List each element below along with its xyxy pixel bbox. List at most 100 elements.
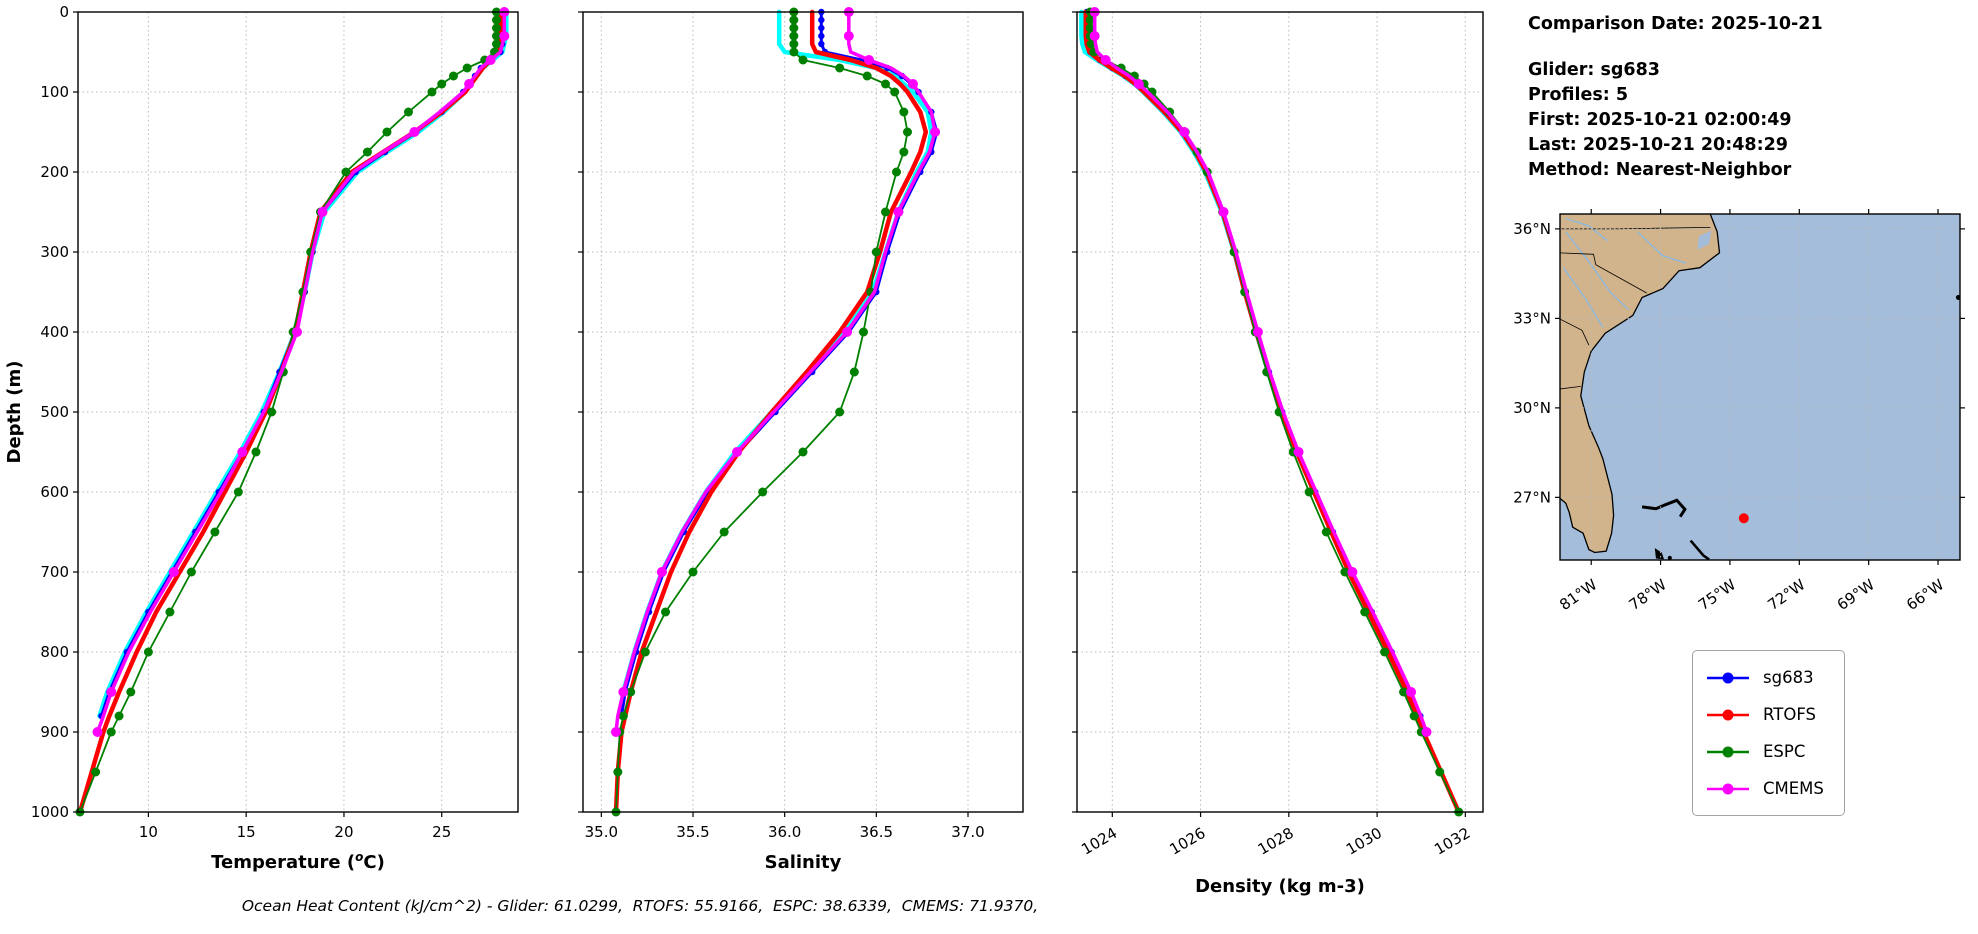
x-ticks: 10 15 20 25: [139, 812, 451, 841]
map-sound: [1697, 230, 1712, 250]
markers-ESPC-temperature: [75, 7, 501, 817]
first-profile-time: First: 2025-10-21 02:00:49: [1528, 110, 1792, 130]
y-ticks: 0 100 200 300 400 500 600 700 800 900 1000: [31, 3, 78, 821]
x-axis-label: Temperature (oC): [211, 850, 385, 873]
svg-text:10: 10: [139, 823, 158, 841]
svg-text:30°N: 30°N: [1513, 399, 1551, 417]
info-block: Comparison Date: 2025-10-21 Glider: sg68…: [1528, 12, 1823, 183]
svg-text:1032: 1032: [1431, 824, 1473, 859]
map-features: [1560, 214, 1960, 560]
series-CMEMS-salinity: [614, 10, 937, 734]
legend-item-RTOFS: RTOFS: [1705, 698, 1824, 731]
last-profile-time: Last: 2025-10-21 20:48:29: [1528, 135, 1788, 155]
series-RTOFS-salinity: [613, 9, 929, 815]
markers-CMEMS-salinity: [611, 7, 940, 737]
map-land: [1560, 214, 1721, 554]
svg-text:36°N: 36°N: [1513, 220, 1551, 238]
x-axis-label: Density (kg m-3): [1195, 876, 1365, 897]
map-frame: [1559, 213, 1961, 561]
series-sg683-temperature: [100, 10, 504, 718]
markers-sg683-temperature: [98, 8, 506, 720]
map-river: [1565, 231, 1629, 310]
legend-line-icon: [1707, 746, 1749, 757]
x-axis-label: Salinity: [765, 852, 842, 873]
legend-line-icon: [1707, 783, 1749, 794]
map-island-small: [1667, 555, 1672, 560]
glider-name: Glider: sg683: [1528, 60, 1660, 80]
profile-plots: 10 15 20 25 0 100 200 300 400 500 600 700 800 900 1000…: [4, 3, 1484, 897]
x-ticks: 35.0 35.5 36.0 36.5 37.0: [585, 812, 985, 841]
svg-text:36.0: 36.0: [768, 823, 801, 841]
y-ticks: [1072, 11, 1077, 813]
svg-text:100: 100: [40, 83, 69, 101]
svg-text:20: 20: [334, 823, 353, 841]
svg-text:1024: 1024: [1078, 824, 1120, 859]
map-river: [1565, 217, 1608, 242]
gridlines: [78, 11, 518, 813]
svg-text:66°W: 66°W: [1903, 575, 1947, 614]
glider-position-marker: [1738, 513, 1749, 524]
svg-text:400: 400: [40, 323, 69, 341]
svg-text:25: 25: [432, 823, 451, 841]
legend-line-icon: [1707, 709, 1749, 720]
method: Method: Nearest-Neighbor: [1528, 160, 1792, 180]
x-ticks: 1024 1026 1028 1030 1032: [1078, 812, 1473, 859]
y-axis-label: Depth (m): [4, 361, 25, 464]
legend-label: CMEMS: [1763, 779, 1824, 798]
panel-temperature: 10 15 20 25 0 100 200 300 400 500 600 700 800 900 1000…: [31, 3, 519, 873]
svg-text:500: 500: [40, 403, 69, 421]
svg-text:800: 800: [40, 643, 69, 661]
ohc-footer: Ocean Heat Content (kJ/cm^2) - Glider: 6…: [241, 897, 1039, 915]
map-island-andros: [1654, 548, 1665, 560]
svg-text:600: 600: [40, 483, 69, 501]
legend-label: RTOFS: [1763, 705, 1817, 724]
profiles-count: Profiles: 5: [1528, 85, 1629, 105]
svg-text:300: 300: [40, 243, 69, 261]
legend: sg683 RTOFS ESPC CMEMS: [1692, 650, 1845, 816]
gridlines: [583, 11, 1023, 813]
legend-item-sg683: sg683: [1705, 661, 1824, 694]
markers-CMEMS-density: [1089, 7, 1432, 737]
svg-text:0: 0: [59, 3, 69, 21]
svg-text:700: 700: [40, 563, 69, 581]
series-CMEMS-density: [1092, 10, 1429, 734]
svg-text:35.5: 35.5: [676, 823, 709, 841]
map-island-eleuthera: [1689, 539, 1710, 560]
svg-text:1028: 1028: [1255, 824, 1297, 859]
legend-line-icon: [1707, 672, 1749, 683]
location-map: 81°W 78°W 75°W 72°W 69°W 66°W 36°N 33°N 30°N 27°N: [1513, 209, 1965, 614]
map-state-border: [1560, 318, 1590, 346]
map-state-border: [1560, 252, 1647, 294]
legend-label: sg683: [1763, 668, 1814, 687]
markers-CMEMS-temperature: [92, 7, 510, 737]
map-river: [1637, 231, 1687, 264]
svg-text:36.5: 36.5: [860, 823, 893, 841]
svg-text:15: 15: [237, 823, 256, 841]
svg-text:78°W: 78°W: [1626, 575, 1670, 614]
comparison-date: Comparison Date: 2025-10-21: [1528, 14, 1823, 34]
svg-text:81°W: 81°W: [1556, 575, 1600, 614]
svg-text:37.0: 37.0: [951, 823, 984, 841]
map-graticule: [1560, 214, 1960, 560]
svg-text:35.0: 35.0: [585, 823, 618, 841]
gridlines: [1077, 11, 1483, 813]
series-glider-raw-temperature: [97, 9, 509, 719]
svg-text:900: 900: [40, 723, 69, 741]
svg-text:1000: 1000: [31, 803, 69, 821]
y-ticks: [578, 11, 583, 813]
svg-text:33°N: 33°N: [1513, 309, 1551, 327]
map-island-bermuda: [1955, 295, 1960, 301]
svg-text:69°W: 69°W: [1834, 575, 1878, 614]
svg-text:75°W: 75°W: [1695, 575, 1739, 614]
svg-text:200: 200: [40, 163, 69, 181]
svg-text:72°W: 72°W: [1764, 575, 1808, 614]
panel-salinity: 35.0 35.5 36.0 36.5 37.0 Salinity: [578, 7, 1024, 873]
map-state-border: [1560, 386, 1581, 390]
panel-density: 1024 1026 1028 1030 1032 Density (kg m-3): [1072, 7, 1484, 897]
svg-text:27°N: 27°N: [1513, 488, 1551, 506]
series-CMEMS-temperature: [95, 10, 507, 734]
svg-text:1030: 1030: [1343, 824, 1385, 859]
map-island-abaco: [1641, 498, 1687, 518]
legend-label: ESPC: [1763, 742, 1806, 761]
legend-item-ESPC: ESPC: [1705, 735, 1824, 768]
